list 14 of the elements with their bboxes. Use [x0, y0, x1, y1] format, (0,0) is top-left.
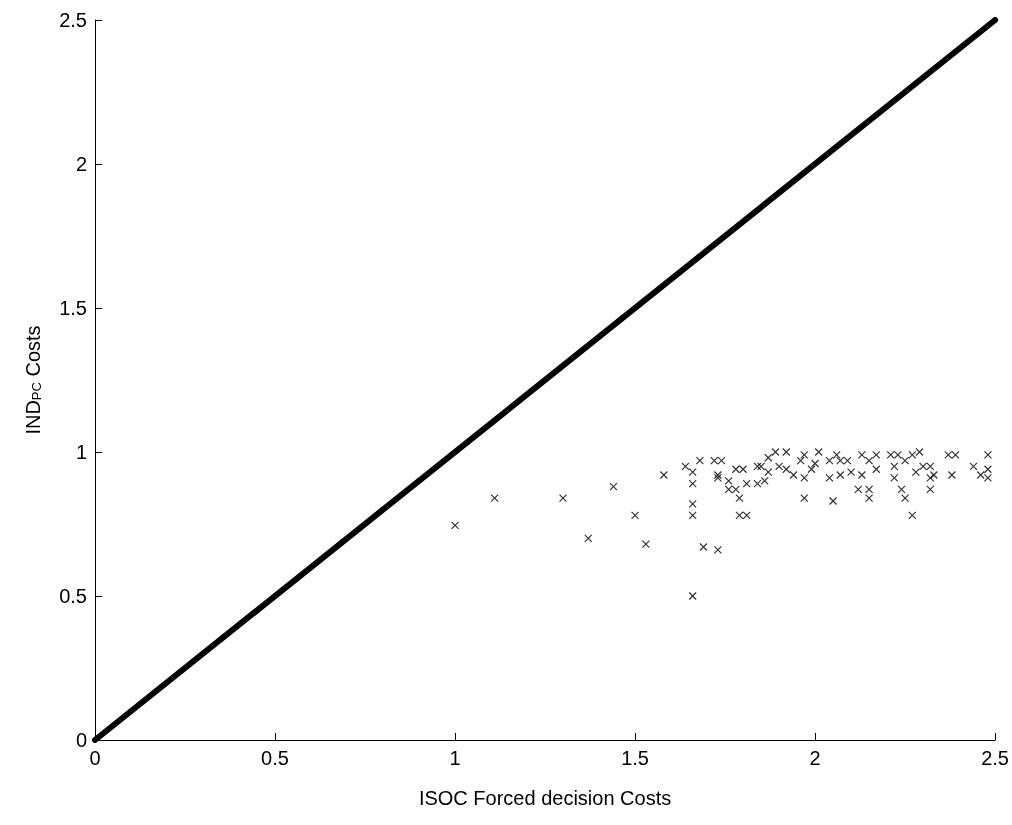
y-tick-label: 1.5 [59, 297, 87, 319]
y-tick-label: 2 [75, 153, 87, 175]
y-tick-label: 0 [75, 729, 87, 751]
y-tick-label: 2.5 [59, 9, 87, 31]
y-tick-label: 0.5 [59, 585, 87, 607]
x-tick-label: 1.5 [621, 747, 649, 769]
x-tick-label: 2.5 [981, 747, 1009, 769]
x-tick-label: 2 [809, 747, 821, 769]
x-tick-label: 1 [449, 747, 461, 769]
x-tick-label: 0.5 [261, 747, 289, 769]
y-tick-label: 1 [75, 441, 87, 463]
y-axis-title: INDPC Costs [21, 325, 44, 435]
x-axis-title: ISOC Forced decision Costs [418, 787, 672, 809]
x-tick-label: 0 [89, 747, 101, 769]
